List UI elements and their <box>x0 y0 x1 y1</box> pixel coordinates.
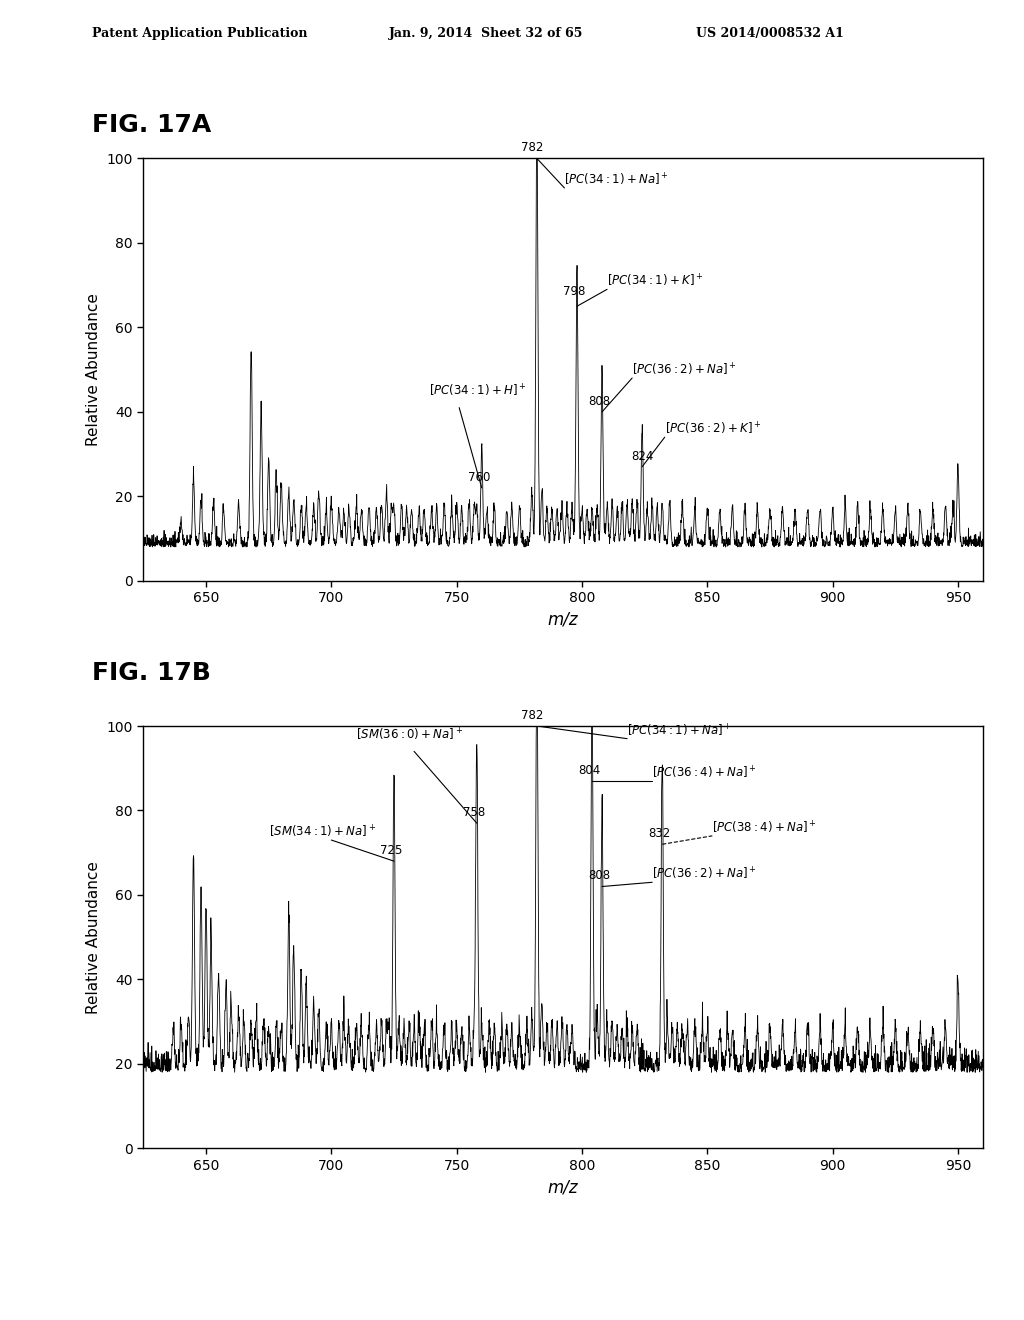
Text: 760: 760 <box>468 471 490 483</box>
Text: 804: 804 <box>579 764 601 776</box>
X-axis label: m/z: m/z <box>548 1179 579 1196</box>
Text: $[PC(38:4)+Na]^+$: $[PC(38:4)+Na]^+$ <box>713 820 817 836</box>
Text: 725: 725 <box>380 843 402 857</box>
Text: 824: 824 <box>631 450 653 462</box>
Text: $[SM(34:1)+Na]^+$: $[SM(34:1)+Na]^+$ <box>268 824 376 840</box>
Text: $[SM(36:0)+Na]^+$: $[SM(36:0)+Na]^+$ <box>356 726 464 743</box>
Y-axis label: Relative Abundance: Relative Abundance <box>86 293 101 446</box>
Text: $[PC(34:1)+H]^+$: $[PC(34:1)+H]^+$ <box>429 383 526 399</box>
Text: $[PC(34:1)+Na]^+$: $[PC(34:1)+Na]^+$ <box>564 172 669 187</box>
X-axis label: m/z: m/z <box>548 611 579 628</box>
Text: Patent Application Publication: Patent Application Publication <box>92 26 307 40</box>
Text: FIG. 17A: FIG. 17A <box>92 114 211 137</box>
Text: $[PC(34:1)+Na]^+$: $[PC(34:1)+Na]^+$ <box>627 722 732 739</box>
Text: 798: 798 <box>563 285 586 298</box>
Text: $[PC(34:1)+K]^+$: $[PC(34:1)+K]^+$ <box>607 273 703 289</box>
Text: 782: 782 <box>520 141 543 154</box>
Text: FIG. 17B: FIG. 17B <box>92 661 211 685</box>
Text: 758: 758 <box>463 807 485 818</box>
Text: 782: 782 <box>520 709 543 722</box>
Text: $[PC(36:4)+Na]^+$: $[PC(36:4)+Na]^+$ <box>652 764 757 781</box>
Text: $[PC(36:2)+Na]^+$: $[PC(36:2)+Na]^+$ <box>652 866 757 882</box>
Text: $[PC(36:2)+K]^+$: $[PC(36:2)+K]^+$ <box>665 421 761 437</box>
Text: 808: 808 <box>589 395 610 408</box>
Text: Jan. 9, 2014  Sheet 32 of 65: Jan. 9, 2014 Sheet 32 of 65 <box>389 26 584 40</box>
Text: 832: 832 <box>648 828 671 840</box>
Text: 808: 808 <box>589 870 610 882</box>
Text: $[PC(36:2)+Na]^+$: $[PC(36:2)+Na]^+$ <box>632 362 737 378</box>
Y-axis label: Relative Abundance: Relative Abundance <box>86 861 101 1014</box>
Text: US 2014/0008532 A1: US 2014/0008532 A1 <box>696 26 844 40</box>
